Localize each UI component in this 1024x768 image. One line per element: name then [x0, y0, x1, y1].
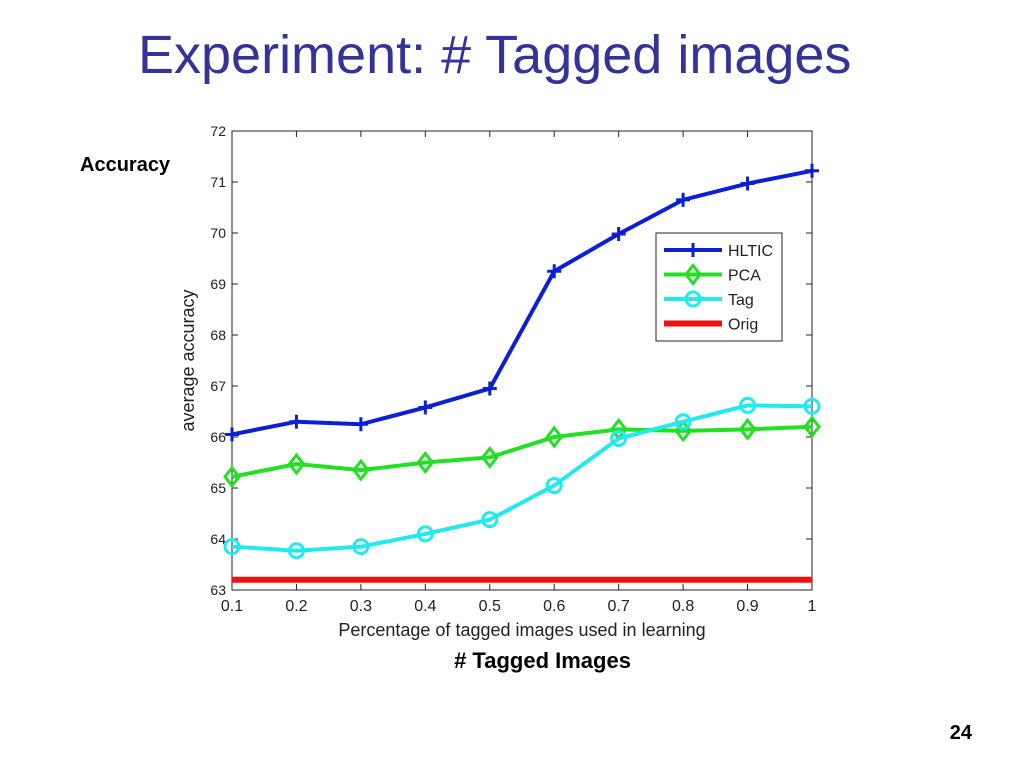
x-tick-label: 0.8	[672, 598, 694, 615]
legend-label-hltic: HLTIC	[728, 243, 773, 260]
data-point-tag	[674, 413, 692, 431]
legend-label-tag: Tag	[728, 292, 754, 309]
data-point-tag	[739, 396, 757, 414]
y-tick-label: 69	[210, 276, 226, 292]
x-tick-label: 0.9	[736, 598, 758, 615]
tagged-images-caption: # Tagged Images	[454, 648, 631, 673]
series-line-pca	[231, 424, 813, 479]
x-tick-label: 0.6	[543, 598, 565, 615]
x-tick-label: 0.4	[414, 598, 436, 615]
x-tick-label: 1	[808, 598, 817, 615]
plot-area	[231, 130, 813, 591]
x-tick-label: 0.5	[479, 598, 501, 615]
series-line-tag	[231, 403, 813, 553]
data-point-tag	[803, 397, 821, 415]
y-tick-label: 64	[210, 531, 226, 547]
slide-title: Experiment: # Tagged images	[138, 25, 852, 85]
data-point-pca	[738, 417, 757, 441]
data-point-pca	[351, 458, 370, 482]
y-tick-label: 71	[210, 174, 226, 190]
y-tick-label: 70	[210, 225, 226, 241]
chart-legend: HLTIC PCA Tag Orig	[655, 232, 783, 342]
data-point-pca	[416, 451, 435, 474]
data-point-pca	[223, 465, 241, 489]
data-point-pca	[803, 415, 821, 439]
data-point-tag	[610, 430, 628, 448]
legend-marker-tag	[684, 290, 702, 308]
y-tick-label: 68	[210, 327, 226, 343]
data-point-tag	[287, 542, 305, 560]
y-tick-label: 72	[210, 123, 226, 139]
x-tick-label: 0.7	[608, 598, 630, 615]
x-tick-label: 0.2	[285, 598, 307, 615]
data-point-tag	[223, 538, 241, 556]
data-point-pca	[287, 452, 306, 476]
x-tick-label: 0.1	[221, 598, 243, 615]
y-tick-label: 63	[210, 582, 226, 598]
series-line-hltic	[231, 168, 813, 437]
x-axis-label: Percentage of tagged images used in lear…	[338, 620, 705, 640]
data-point-pca	[545, 425, 564, 449]
chart-axes: 63 64 65 66 67 68 69 70 71 72 0.1 0.2 0.3 0.4 0.5 0.6 0.…	[178, 123, 817, 640]
legend-label-orig: Orig	[728, 317, 758, 334]
y-tick-label: 65	[210, 480, 226, 496]
y-tick-label: 66	[210, 429, 226, 445]
data-point-tag	[352, 538, 370, 556]
y-axis-label: average accuracy	[178, 289, 198, 431]
series-pca	[223, 415, 821, 489]
series-tag	[223, 396, 821, 560]
data-point-tag	[481, 511, 499, 529]
page-number: 24	[949, 722, 972, 744]
legend-label-pca: PCA	[728, 268, 761, 285]
series-hltic	[225, 163, 819, 442]
y-tick-label: 67	[210, 378, 226, 394]
data-point-pca	[480, 445, 499, 469]
x-tick-label: 0.3	[350, 598, 372, 615]
legend-marker-pca	[684, 263, 702, 286]
chart-series	[223, 163, 821, 583]
data-point-tag	[416, 525, 434, 543]
accuracy-label: Accuracy	[80, 154, 171, 176]
data-point-tag	[545, 476, 563, 494]
